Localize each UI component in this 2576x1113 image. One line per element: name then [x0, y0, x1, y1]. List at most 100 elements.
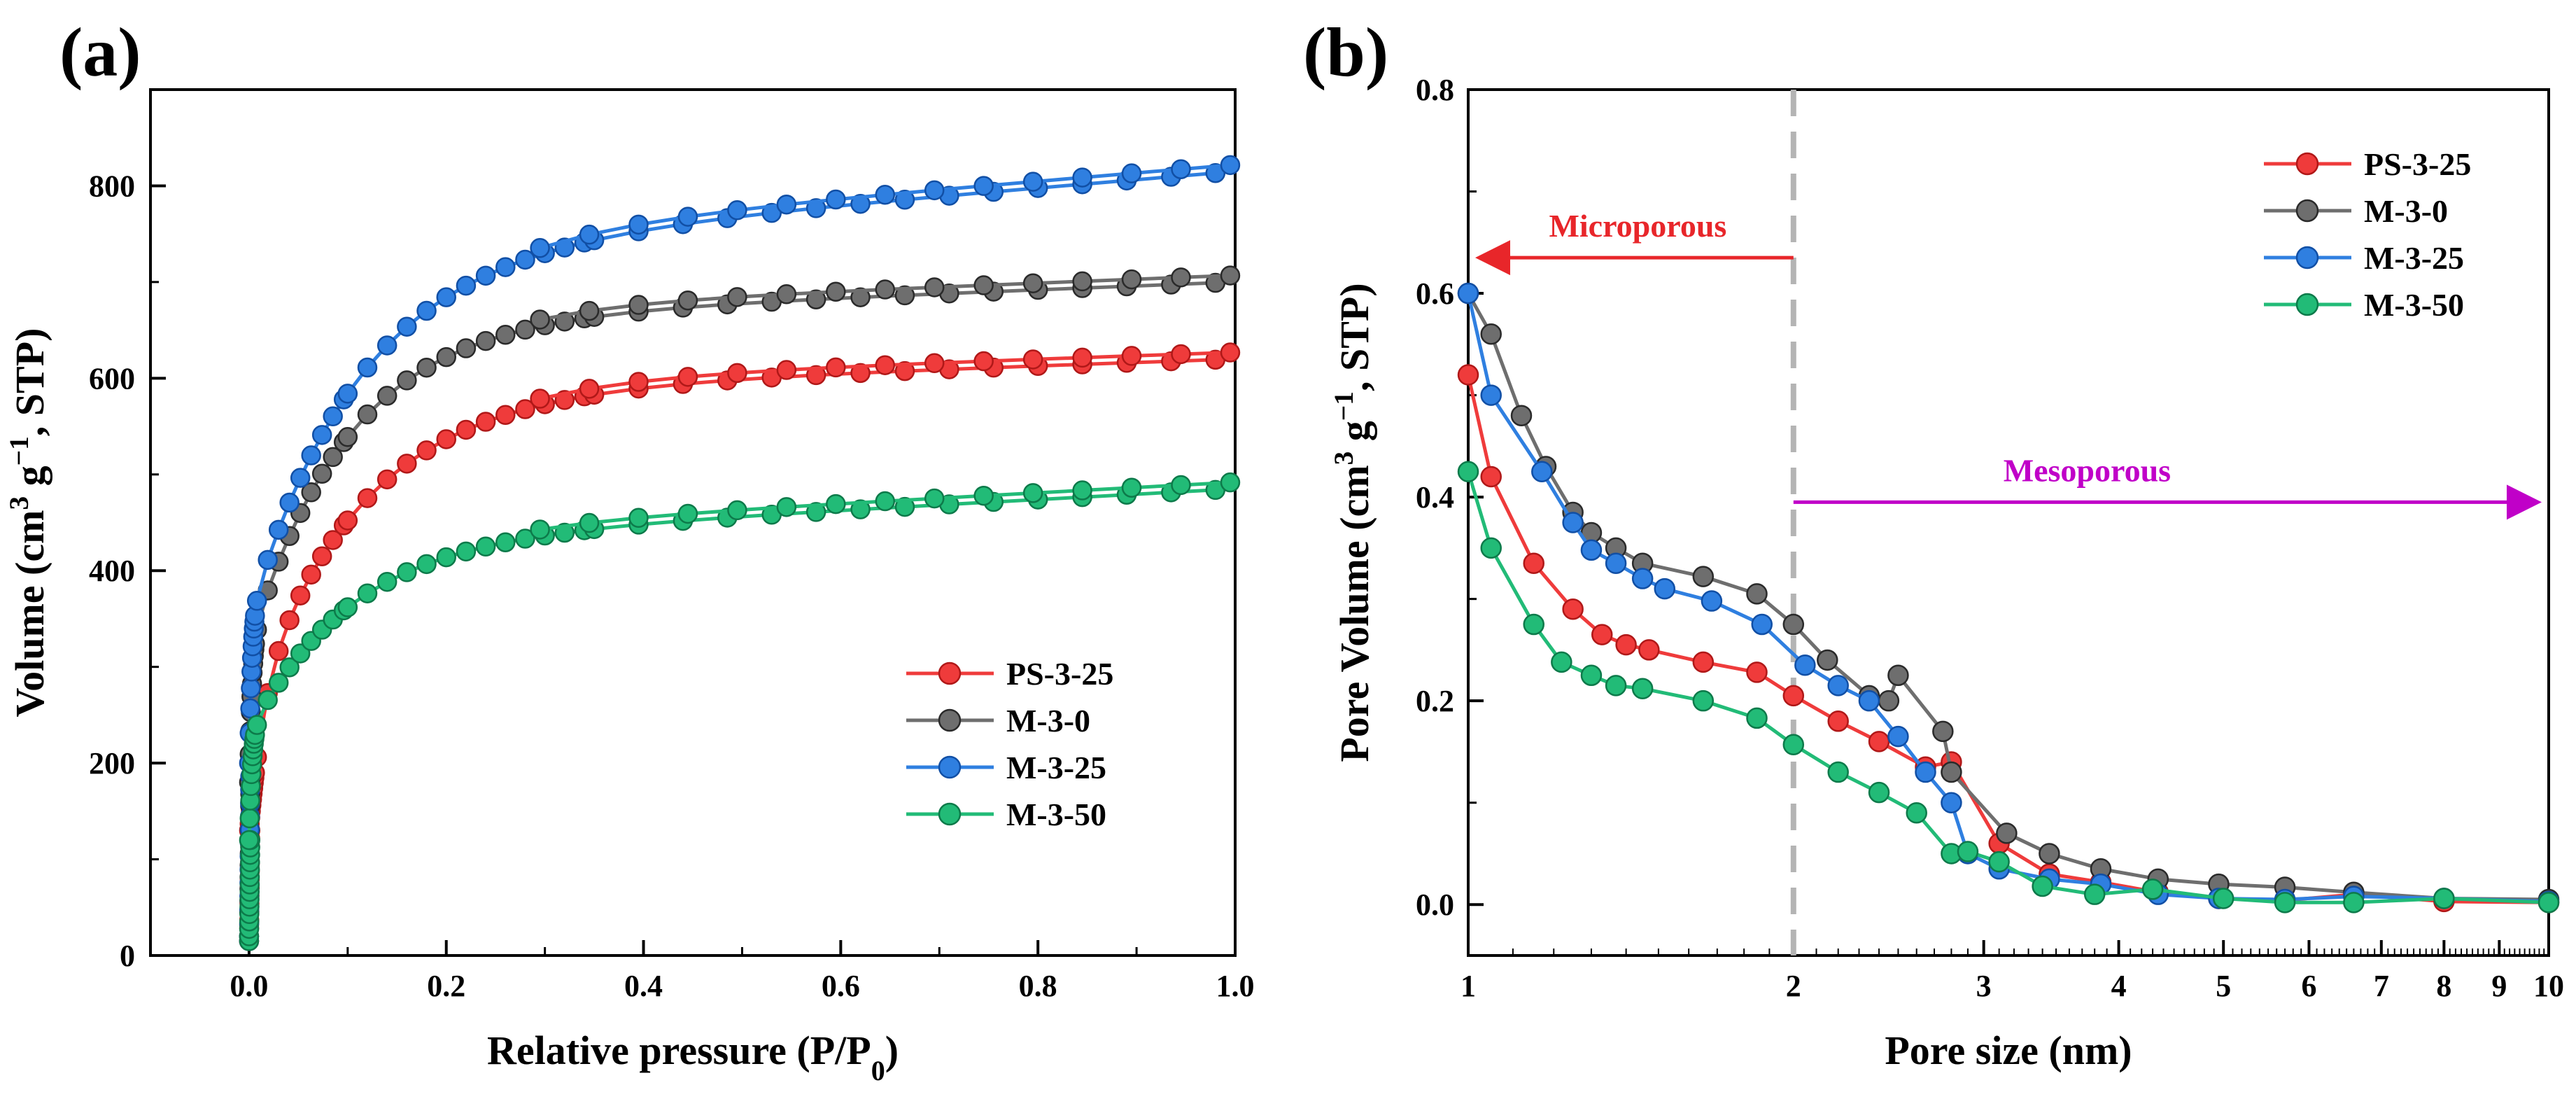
data-point: [456, 541, 477, 562]
data-point: [850, 363, 871, 384]
data-point: [279, 657, 300, 678]
data-point: [677, 206, 698, 227]
data-point: [1457, 282, 1479, 304]
data-point: [727, 363, 747, 384]
data-point: [826, 493, 846, 514]
data-point: [515, 319, 535, 340]
legend-marker: [2295, 246, 2319, 270]
data-point: [1121, 346, 1142, 366]
legend-label: M-3-50: [1006, 797, 1106, 832]
data-point: [1941, 761, 1962, 783]
data-point: [1072, 480, 1092, 500]
data-point: [850, 499, 871, 519]
data-point: [1638, 639, 1660, 661]
data-point: [495, 405, 516, 426]
data-point: [268, 640, 289, 662]
data-point: [1887, 664, 1909, 687]
data-point: [1022, 483, 1043, 503]
legend-marker: [938, 662, 962, 685]
data-point: [1523, 552, 1544, 574]
x-tick-label: 1: [1461, 969, 1476, 1003]
data-point: [2212, 888, 2234, 909]
data-point: [579, 224, 600, 245]
data-point: [337, 427, 358, 447]
data-point: [258, 550, 278, 570]
x-tick-label: 0.8: [1019, 969, 1057, 1003]
data-point: [1171, 475, 1191, 496]
data-point: [357, 404, 378, 425]
data-point: [376, 571, 397, 592]
data-point: [1072, 167, 1092, 188]
x-axis-label: Pore size (nm): [1885, 1028, 2132, 1073]
data-point: [376, 335, 397, 356]
data-point: [875, 355, 896, 375]
data-point: [1996, 822, 2018, 844]
data-point: [456, 419, 477, 440]
adsorption-line: [247, 358, 1216, 941]
data-point: [1746, 662, 1768, 683]
data-point: [1605, 552, 1627, 574]
data-point: [416, 300, 437, 321]
data-point: [1827, 710, 1849, 732]
data-point: [311, 463, 332, 484]
x-tick-label: 2: [1786, 969, 1801, 1003]
series-M-3-25: [1457, 282, 2560, 913]
data-point: [436, 429, 456, 449]
legend-label: M-3-25: [1006, 750, 1106, 785]
data-point: [1022, 172, 1043, 192]
data-point: [311, 425, 332, 445]
y-axis-label-part: Volume (cm: [7, 510, 52, 718]
legend-label: M-3-50: [2364, 287, 2464, 323]
data-point: [1692, 651, 1715, 673]
data-point: [1915, 761, 1936, 783]
y-axis-label: Pore Volume (cm3 g−1, STP): [1328, 283, 1377, 762]
data-point: [826, 357, 846, 378]
data-point: [376, 469, 397, 490]
legend: PS-3-25 M-3-0 M-3-25 M-3-50: [906, 656, 1113, 832]
y-tick-label: 0.2: [1416, 684, 1454, 718]
data-point: [2032, 875, 2053, 897]
y-axis-label-part: g: [1332, 421, 1377, 451]
data-point: [1022, 273, 1043, 293]
x-tick-label: 8: [2436, 969, 2451, 1003]
data-point: [2538, 892, 2560, 913]
data-point: [1906, 802, 1927, 824]
data-point: [1072, 347, 1092, 368]
y-tick-label: 0.8: [1416, 73, 1454, 107]
data-point: [973, 275, 994, 295]
data-point: [475, 265, 496, 286]
x-tick-label: 0.6: [822, 969, 860, 1003]
x-axis-label: Relative pressure (P/P0): [487, 1028, 899, 1086]
legend-label: M-3-0: [1006, 703, 1090, 738]
data-point: [475, 536, 496, 557]
data-point: [436, 346, 456, 368]
data-point: [1580, 539, 1603, 561]
data-point: [1562, 512, 1584, 533]
data-point: [1746, 707, 1768, 729]
legend-label: M-3-0: [2364, 193, 2448, 229]
data-point: [1480, 465, 1502, 488]
data-point: [805, 289, 826, 309]
x-axis-label-sub: 0: [871, 1055, 885, 1086]
data-point: [1457, 364, 1479, 386]
data-point: [1782, 685, 1805, 707]
data-point: [1121, 477, 1142, 498]
data-point: [530, 519, 550, 540]
data-point: [628, 372, 649, 392]
legend-label: PS-3-25: [1006, 656, 1113, 692]
data-point: [1868, 731, 1890, 752]
data-point: [397, 370, 417, 391]
data-point: [1794, 654, 1816, 676]
data-point: [1220, 472, 1241, 493]
data-point: [258, 690, 278, 710]
data-point: [1121, 269, 1142, 290]
data-point: [1817, 649, 1838, 671]
data-point: [894, 285, 915, 306]
legend-marker: [938, 802, 962, 826]
y-axis-label-part: −1: [1328, 391, 1359, 421]
y-axis-label: Volume (cm3 g−1, STP): [3, 328, 52, 718]
panel-b-pore-size-chart: 1 2 3 4 5 6 7 8 9 10 0.0 0.2 0.4 0.6 0.8 (b) Pore size (…: [1303, 13, 2564, 1073]
data-point: [1220, 155, 1241, 176]
y-tick-label: 800: [89, 169, 135, 203]
